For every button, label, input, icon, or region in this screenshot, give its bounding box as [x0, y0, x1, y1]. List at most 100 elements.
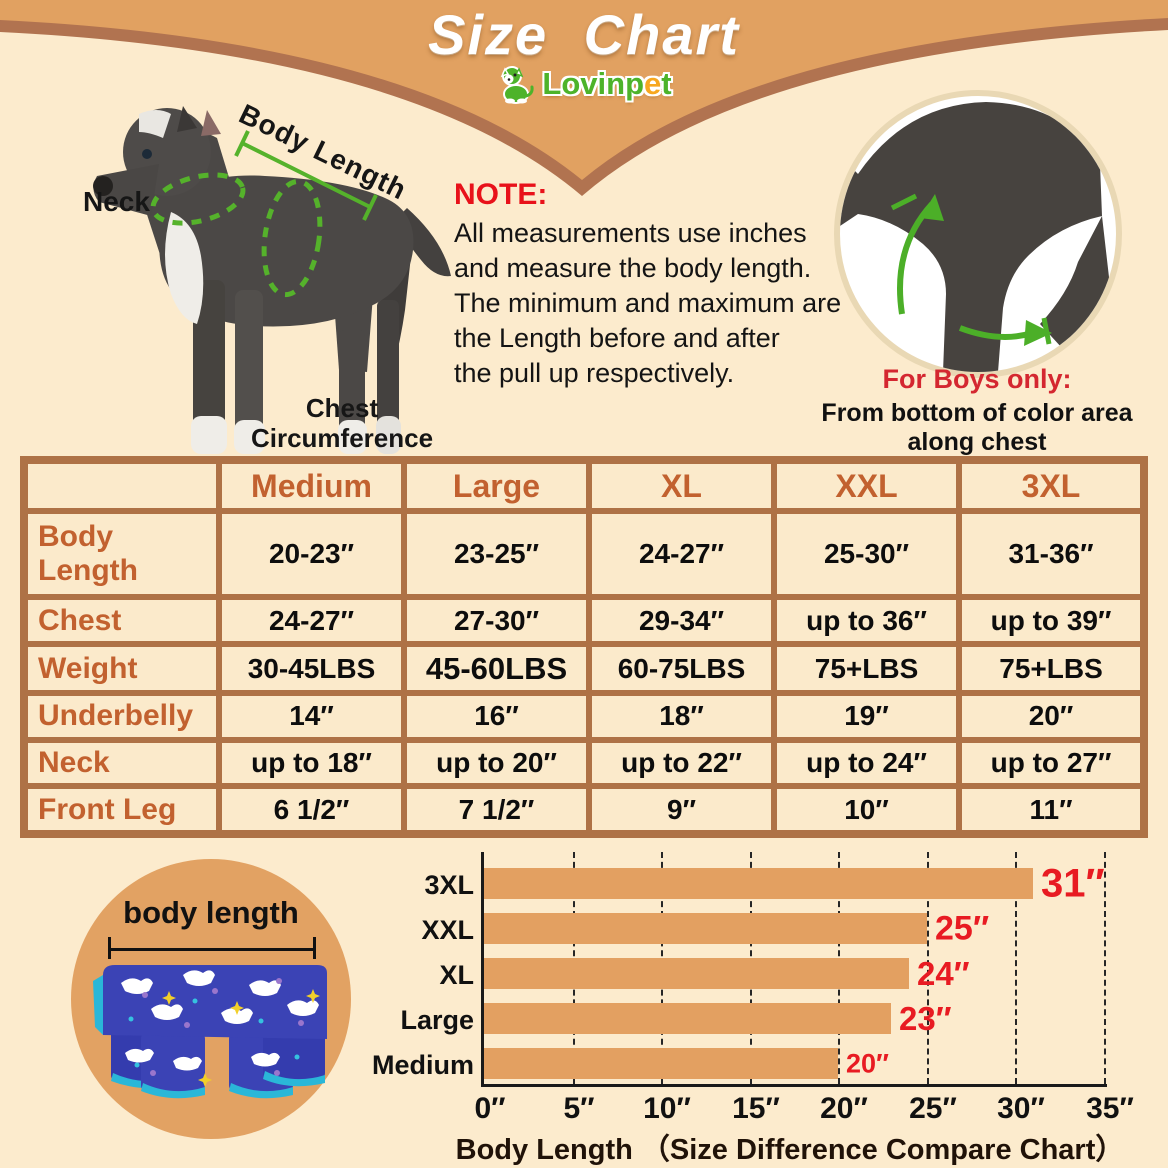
bar-category-label: XXL	[421, 915, 474, 945]
row-label: Neck	[21, 736, 222, 790]
size-value-cell: 7 1/2″	[401, 783, 592, 837]
size-value-cell: up to 36″	[771, 594, 962, 648]
boys-caption: For Boys only: From bottom of color area…	[792, 364, 1162, 457]
bar-Medium	[484, 1048, 838, 1079]
brand-name-part: Lovinp	[542, 66, 645, 101]
boys-heading: For Boys only:	[882, 364, 1072, 394]
bar-category-label: XL	[439, 960, 474, 990]
bar-XXL	[484, 913, 927, 944]
size-value-cell: up to 24″	[771, 736, 962, 790]
size-value-cell: 30-45LBS	[216, 641, 407, 696]
note-block: NOTE: All measurements use inches and me…	[454, 178, 844, 391]
size-value-cell: 9″	[586, 783, 777, 837]
size-value-cell: 6 1/2″	[216, 783, 407, 837]
size-value-cell: up to 39″	[956, 594, 1147, 648]
brand-name-e: e	[644, 66, 662, 101]
table-row: Neck up to 18″ up to 20″ up to 22″ up to 24″…	[21, 736, 1147, 790]
chest-circumference-label: Chest Circumference	[250, 393, 434, 453]
size-value-cell: 20-23″	[216, 508, 407, 601]
size-value-cell: 31-36″	[956, 508, 1147, 601]
dog-logo-icon	[501, 66, 535, 104]
bar-category-label: Large	[400, 1005, 474, 1035]
chart-title: Body Length （Size Difference Compare Cha…	[455, 1134, 1125, 1166]
bar-value-label: 25″	[935, 909, 990, 947]
size-value-cell: up to 27″	[956, 736, 1147, 790]
bar-category-label: 3XL	[424, 870, 474, 900]
size-column-header: Medium	[216, 456, 407, 515]
size-table: Medium Large XL XXL 3XL Body Length 20-23″ 23-2…	[20, 456, 1148, 838]
size-value-cell: 18″	[586, 689, 777, 743]
bar-Large	[484, 1003, 891, 1034]
gridline	[1015, 852, 1017, 1084]
row-label: Front Leg	[21, 783, 222, 837]
x-tick-label: 35″	[1086, 1092, 1134, 1125]
size-value-cell: 14″	[216, 689, 407, 743]
y-axis-line	[481, 852, 484, 1087]
body-length-circle-label: body length	[123, 895, 299, 930]
body-length-circle: body length	[71, 859, 351, 1139]
table-row: Underbelly 14″ 16″ 18″ 19″ 20″	[21, 689, 1147, 743]
bar-XL	[484, 958, 909, 989]
size-value-cell: 11″	[956, 783, 1147, 837]
size-value-cell: 75+LBS	[956, 641, 1147, 696]
size-column-header: 3XL	[956, 456, 1147, 515]
size-value-cell: 75+LBS	[771, 641, 962, 696]
bar-value-label: 24″	[917, 954, 970, 992]
row-label: Chest	[21, 594, 222, 648]
boys-measure-circle	[834, 90, 1122, 378]
size-value-cell: 19″	[771, 689, 962, 743]
x-axis-line	[481, 1084, 1107, 1087]
boys-text-line2: along chest	[907, 428, 1047, 456]
size-value-cell: 29-34″	[586, 594, 777, 648]
row-label: Body Length	[21, 508, 222, 601]
x-tick-label: 5″	[563, 1092, 595, 1125]
size-value-cell: 20″	[956, 689, 1147, 743]
gridline	[1104, 852, 1106, 1084]
size-value-cell: 27-30″	[401, 594, 592, 648]
size-column-header: XXL	[771, 456, 962, 515]
size-value-cell: 25-30″	[771, 508, 962, 601]
dog-measurement-figure	[93, 106, 451, 454]
table-row: Body Length 20-23″ 23-25″ 24-27″ 25-30″ 31-36…	[21, 508, 1147, 601]
x-tick-label: 15″	[732, 1092, 780, 1125]
gridline	[927, 852, 929, 1084]
x-tick-label: 20″	[820, 1092, 868, 1125]
x-tick-label: 30″	[997, 1092, 1045, 1125]
row-label: Weight	[21, 641, 222, 696]
x-tick-label: 25″	[909, 1092, 957, 1125]
bar-value-label: 31″	[1041, 861, 1105, 905]
dog-pajama-image	[93, 965, 327, 1099]
size-value-cell: 24-27″	[586, 508, 777, 601]
bar-value-label: 20″	[846, 1048, 889, 1078]
row-label: Underbelly	[21, 689, 222, 743]
dog-chest-closeup	[840, 102, 1110, 372]
neck-label: Neck	[83, 186, 150, 217]
table-row: Front Leg 6 1/2″ 7 1/2″ 9″ 10″ 11″	[21, 783, 1147, 837]
note-heading: NOTE:	[454, 178, 548, 211]
size-column-header: XL	[586, 456, 777, 515]
brand-name-part: t	[661, 66, 672, 101]
size-value-cell: 10″	[771, 783, 962, 837]
boys-text-line1: From bottom of color area	[821, 399, 1133, 427]
size-value-cell: 23-25″	[401, 508, 592, 601]
brand-logo: Lovinpet	[0, 64, 1168, 104]
x-tick-label: 10″	[643, 1092, 691, 1125]
size-value-cell: up to 20″	[401, 736, 592, 790]
x-tick-label: 0″	[474, 1092, 506, 1125]
note-body: All measurements use inches and measure …	[454, 218, 842, 388]
size-value-cell: 60-75LBS	[586, 641, 777, 696]
size-value-cell: 24-27″	[216, 594, 407, 648]
size-value-cell: 16″	[401, 689, 592, 743]
measurement-line	[108, 937, 316, 959]
bar-value-label: 23″	[899, 999, 952, 1037]
page-title: Size Chart	[428, 3, 740, 66]
bar-category-label: Medium	[371, 1050, 474, 1080]
size-value-cell: up to 18″	[216, 736, 407, 790]
table-row: Weight 30-45LBS 45-60LBS 60-75LBS 75+LBS 75+L…	[21, 641, 1147, 696]
table-corner-cell	[21, 456, 222, 515]
table-row: Chest 24-27″ 27-30″ 29-34″ up to 36″ up to 39…	[21, 594, 1147, 648]
size-value-cell: up to 22″	[586, 736, 777, 790]
size-column-header: Large	[401, 456, 592, 515]
compare-bar-chart: Body Length （Size Difference Compare Cha…	[0, 845, 1168, 1168]
